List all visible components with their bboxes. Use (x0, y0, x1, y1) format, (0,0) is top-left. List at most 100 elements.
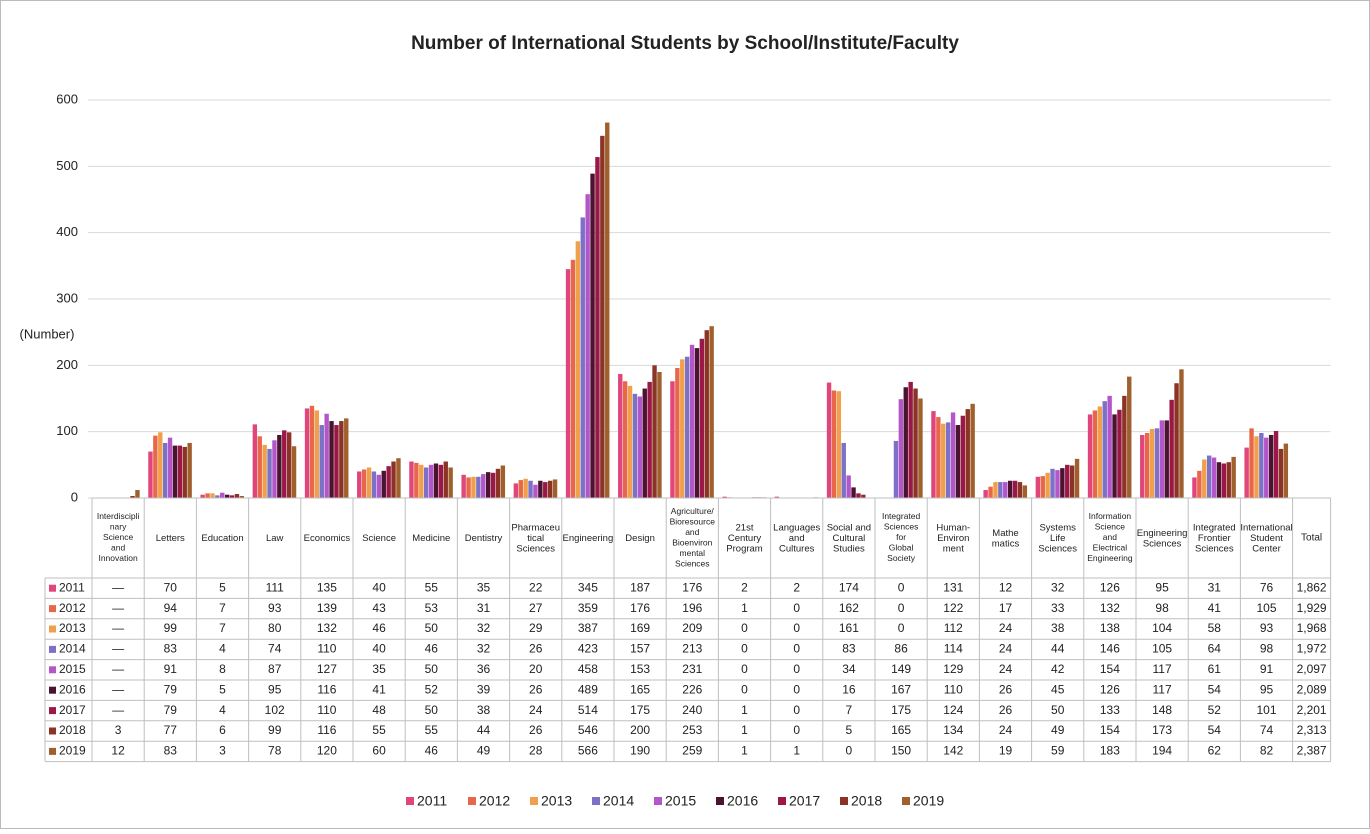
x-tick-label: Design (625, 533, 655, 544)
table-cell: 74 (268, 642, 282, 656)
table-cell: 93 (1260, 621, 1274, 635)
table-cell: 41 (1208, 601, 1222, 615)
bar (1045, 472, 1050, 498)
bar (471, 476, 476, 498)
table-cell: — (112, 621, 124, 635)
table-cell: 0 (793, 682, 800, 696)
table-cell: 514 (578, 703, 598, 717)
table-cell: 194 (1152, 744, 1172, 758)
table-cell: 33 (1051, 601, 1065, 615)
table-cell: 111 (266, 580, 285, 594)
table-cell: 423 (578, 642, 598, 656)
bar (1179, 369, 1184, 498)
table-cell: — (112, 703, 124, 717)
bar (1144, 432, 1150, 498)
x-tick-label: Medicine (412, 533, 450, 544)
table-cell: 110 (317, 642, 336, 656)
x-tick-label: Engineering Sciences (1137, 527, 1188, 549)
legend-swatch (592, 797, 600, 805)
bar (158, 432, 163, 498)
bar (153, 435, 158, 498)
table-cell: — (112, 662, 124, 676)
table-cell: 80 (268, 621, 282, 635)
bar (1060, 468, 1065, 498)
x-tick-label: Information Science and Electrical Engineeri… (1087, 511, 1133, 563)
bar (361, 469, 367, 498)
bar (627, 385, 633, 498)
table-cell: 95 (268, 682, 282, 696)
table-cell: 0 (741, 621, 748, 635)
table-cell: 127 (317, 662, 337, 676)
bar (1197, 470, 1202, 498)
table-cell: 167 (891, 682, 911, 696)
bar (538, 480, 543, 498)
table-cell: 61 (1208, 662, 1222, 676)
table-cell: 24 (999, 642, 1013, 656)
bar (1040, 476, 1045, 498)
bar (1074, 458, 1080, 498)
bar (177, 445, 183, 498)
bar (1140, 434, 1145, 498)
x-tick-label: Science (362, 533, 396, 544)
table-cell: 2,089 (1297, 682, 1327, 696)
row-swatch (49, 645, 56, 653)
x-tick-label: Economics (304, 533, 351, 544)
bar (1127, 376, 1132, 498)
bar (391, 461, 396, 498)
y-axis-label: (Number) (20, 326, 75, 341)
bar (1159, 420, 1165, 498)
table-cell: 2 (741, 580, 748, 594)
table-cell: 50 (425, 662, 439, 676)
bar (993, 482, 998, 498)
row-swatch (49, 686, 56, 694)
bar (722, 496, 727, 498)
bar (988, 486, 993, 498)
table-cell: 546 (578, 723, 598, 737)
bar (960, 415, 966, 498)
table-cell: 134 (943, 723, 963, 737)
table-cell: 41 (372, 682, 386, 696)
x-tick-label: Letters (156, 533, 185, 544)
y-tick-label: 0 (71, 489, 78, 504)
table-cell: 132 (1100, 601, 1120, 615)
table-cell: 175 (630, 703, 650, 717)
table-cell: 46 (372, 621, 386, 635)
table-cell: 55 (425, 723, 439, 737)
bar (709, 326, 714, 498)
table-cell: 114 (944, 642, 963, 656)
bar (552, 479, 558, 498)
bar (1283, 443, 1289, 498)
legend-swatch (406, 797, 414, 805)
table-cell: 40 (372, 642, 386, 656)
bar (448, 467, 453, 498)
table-cell: 8 (219, 662, 226, 676)
row-label: 2017 (59, 703, 86, 717)
bar (657, 371, 662, 498)
table-cell: 259 (682, 744, 702, 758)
bar (130, 496, 135, 498)
bar (1273, 431, 1279, 498)
bar (262, 444, 267, 498)
table-cell: 6 (219, 723, 226, 737)
bar (851, 487, 856, 498)
table-cell: — (112, 601, 124, 615)
bar (205, 493, 210, 498)
y-tick-label: 300 (56, 290, 78, 305)
table-cell: 98 (1155, 601, 1169, 615)
table-cell: 24 (529, 703, 543, 717)
bar (1169, 399, 1174, 498)
row-label: 2012 (59, 601, 86, 615)
bar (1192, 477, 1197, 498)
bar (841, 442, 846, 498)
table-cell: 1 (793, 744, 800, 758)
bar (1249, 428, 1254, 498)
table-cell: 102 (265, 703, 285, 717)
bar (1087, 414, 1093, 498)
table-cell: 1,929 (1297, 601, 1327, 615)
bar (1221, 463, 1227, 498)
legend-label: 2014 (603, 793, 634, 809)
bar (1065, 464, 1070, 498)
table-cell: 4 (219, 703, 226, 717)
bar (224, 494, 230, 498)
table-cell: 31 (477, 601, 491, 615)
